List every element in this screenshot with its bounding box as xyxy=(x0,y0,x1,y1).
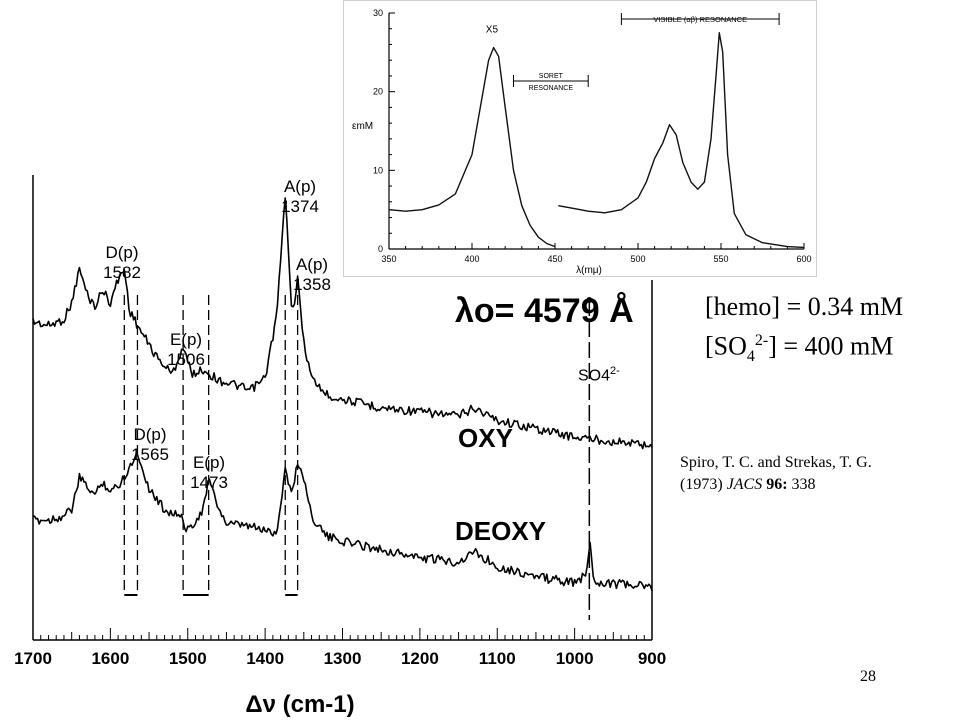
inset-y-axis-title: εmM xyxy=(352,121,373,132)
series-line-oxy xyxy=(32,197,653,450)
so4-charge: 2- xyxy=(610,365,620,377)
excitation-label: λo= 4579 Å xyxy=(455,292,634,330)
peak-labels: D(p)1582E(p)1506A(p)1374A(p)1358D(p)1565… xyxy=(103,177,331,492)
series-line-deoxy xyxy=(32,451,653,591)
x-tick-label: 1600 xyxy=(91,649,129,668)
peak-label-letter: A(p) xyxy=(284,177,316,196)
raman-axes: 1700 1600 1500 1400 1300 1200 1100 1000 900 Δν (c… xyxy=(14,175,666,718)
inset-x-tick-label: 450 xyxy=(547,254,562,264)
so4-guide-dot xyxy=(586,297,593,303)
so4-band-label: SO42- xyxy=(578,365,620,385)
inset-x-axis-title: λ(mμ) xyxy=(576,265,602,276)
peak-guide-lines xyxy=(123,295,593,620)
peak-label-letter: D(p) xyxy=(105,243,138,262)
inset-y-tick-label: 20 xyxy=(373,87,383,97)
x-axis-title: Δν (cm-1) xyxy=(245,691,354,718)
inset-x-tick-label: 550 xyxy=(713,254,728,264)
peak-label-wavenumber: 1374 xyxy=(281,197,319,216)
citation-authors: Spiro, T. C. and Strekas, T. G. xyxy=(680,454,872,471)
absorption-curve-segment-2 xyxy=(558,32,805,249)
peak-label-wavenumber: 1506 xyxy=(167,350,205,369)
citation-reference: (1973) JACS 96: 338 xyxy=(680,476,816,493)
peak-label-letter: A(p) xyxy=(296,255,328,274)
hemo-concentration: [hemo] = 0.34 mM xyxy=(705,292,904,321)
citation: Spiro, T. C. and Strekas, T. G. (1973) J… xyxy=(680,452,872,496)
inset-y-tick-label: 0 xyxy=(378,244,383,254)
sulfate-concentration: [SO42-] = 400 mM xyxy=(705,331,894,365)
trace-label-oxy: OXY xyxy=(458,423,513,453)
inset-y-tick-label: 10 xyxy=(373,165,383,175)
soret-label-line2: RESONANCE xyxy=(529,85,574,92)
absorption-axes: 350 400 450 500 550 600 0 10 20 30 λ(mμ) εmM xyxy=(352,8,812,276)
x-tick-label: 1300 xyxy=(324,649,362,668)
peak-label-letter: E(p) xyxy=(193,453,225,472)
peak-label-wavenumber: 1582 xyxy=(103,263,141,282)
soret-label-line1: SORET xyxy=(539,73,564,80)
inset-x-tick-label: 350 xyxy=(381,254,396,264)
inset-x-tick-label: 500 xyxy=(630,254,645,264)
trace-label-deoxy: DEOXY xyxy=(455,516,546,546)
x-tick-label: 1200 xyxy=(401,649,439,668)
x-tick-label: 1100 xyxy=(479,649,516,668)
peak-label-wavenumber: 1358 xyxy=(293,275,331,294)
absorption-series xyxy=(388,32,805,249)
x-tick-label: 1700 xyxy=(14,649,52,668)
peak-label-wavenumber: 1473 xyxy=(190,473,228,492)
inset-y-tick-label: 30 xyxy=(373,8,383,18)
absorption-spectrum-chart: 350 400 450 500 550 600 0 10 20 30 λ(mμ) εmM X5 SORE… xyxy=(352,8,812,276)
visible-resonance-label: VISIBLE (αβ) RESONANCE xyxy=(653,15,747,24)
peak-label-wavenumber: 1565 xyxy=(131,445,169,464)
inset-x-tick-label: 600 xyxy=(796,254,811,264)
peak-label-letter: E(p) xyxy=(170,330,202,349)
absorption-inset: 350 400 450 500 550 600 0 10 20 30 λ(mμ) εmM X5 SORE… xyxy=(343,0,817,277)
x-tick-label: 900 xyxy=(638,649,666,668)
raman-series xyxy=(32,197,653,591)
inset-x-tick-label: 400 xyxy=(464,254,479,264)
x-tick-label: 1400 xyxy=(246,649,284,668)
peak-label-letter: D(p) xyxy=(133,425,166,444)
so4-text: SO4 xyxy=(578,367,611,385)
page-number: 28 xyxy=(860,668,876,685)
x-tick-label: 1500 xyxy=(169,649,207,668)
sample-conditions: [hemo] = 0.34 mM [SO42-] = 400 mM xyxy=(705,290,903,374)
absorption-labels: X5 SORET RESONANCE VISIBLE (αβ) RESONANCE xyxy=(486,13,780,92)
absorption-curve-segment-1 xyxy=(388,46,556,248)
scale-factor-label: X5 xyxy=(486,25,499,36)
x-tick-label: 1000 xyxy=(556,649,594,668)
